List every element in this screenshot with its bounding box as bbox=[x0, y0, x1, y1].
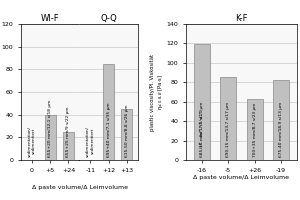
Text: (sfᴮ… Δsfᴮ / tᴮ / dₗₑᴵᴹ): (sfᴮ… Δsfᴮ / tᴮ / dₗₑᴵᴹ) bbox=[200, 109, 204, 148]
Text: 690-15 mm/13,7 s/17 μm: 690-15 mm/13,7 s/17 μm bbox=[226, 102, 230, 157]
Title: Q-Q: Q-Q bbox=[100, 14, 117, 23]
Text: 615-50 mm/8,8 s/26 μm: 615-50 mm/8,8 s/26 μm bbox=[125, 104, 129, 157]
Bar bbox=[45, 115, 56, 160]
Bar bbox=[122, 109, 132, 160]
Y-axis label: plastic viscosity/Pl. Viskosität
η$_{d,0.8,B}$ [Pa·s]: plastic viscosity/Pl. Viskosität η$_{d,0… bbox=[151, 53, 165, 131]
Bar bbox=[247, 99, 262, 160]
Text: 675-40 mm/18,9 s/13 μm: 675-40 mm/18,9 s/13 μm bbox=[279, 102, 283, 157]
Title: WI-F: WI-F bbox=[41, 14, 59, 23]
Text: sedimentation/
sedimentiert: sedimentation/ sedimentiert bbox=[86, 126, 95, 157]
Bar bbox=[103, 64, 114, 160]
Text: 695+40 mm/7,1 s/35 μm: 695+40 mm/7,1 s/35 μm bbox=[106, 102, 111, 157]
Text: 655+25 mm/9 s/22 μm: 655+25 mm/9 s/22 μm bbox=[67, 106, 70, 157]
X-axis label: Δ paste volume/Δ Leimvolume: Δ paste volume/Δ Leimvolume bbox=[194, 175, 290, 180]
Text: Δ paste volume/Δ Leimvolume: Δ paste volume/Δ Leimvolume bbox=[32, 185, 128, 190]
Bar bbox=[220, 77, 236, 160]
Text: 700+35 mm/8,7 s/23 μm: 700+35 mm/8,7 s/23 μm bbox=[253, 103, 256, 157]
Text: 685-15 mm/17,8 s/15 μm: 685-15 mm/17,8 s/15 μm bbox=[200, 102, 204, 157]
Bar bbox=[273, 80, 289, 160]
Bar bbox=[194, 44, 210, 160]
Bar bbox=[63, 132, 74, 160]
Text: 655+20 mm/12,1 s/18 μm: 655+20 mm/12,1 s/18 μm bbox=[48, 99, 52, 157]
Title: K-F: K-F bbox=[235, 14, 248, 23]
Text: sedimentation/
sedimentiert: sedimentation/ sedimentiert bbox=[28, 126, 36, 157]
